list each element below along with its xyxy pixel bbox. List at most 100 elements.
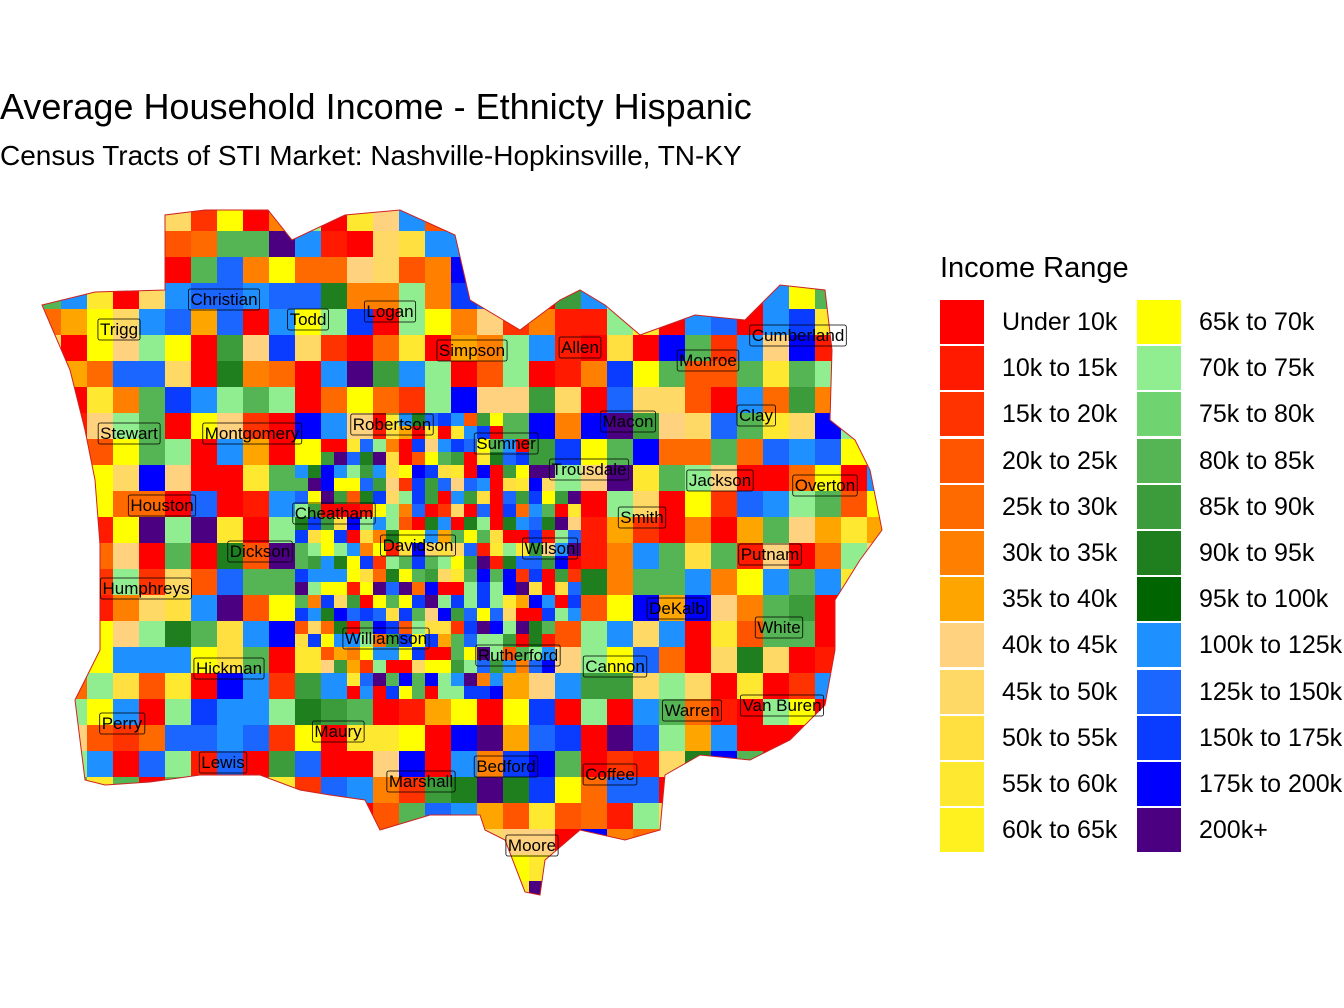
tract [503,257,530,284]
tract [165,491,192,518]
tract [191,751,218,778]
tract [165,725,192,752]
tract [516,491,530,505]
tract [87,855,114,882]
tract [217,829,244,856]
tract [308,465,322,479]
tract [815,231,842,258]
tract [763,543,790,570]
tract [516,621,530,635]
tract [113,413,140,440]
tract [386,569,400,583]
tract [139,725,166,752]
tract [438,517,452,531]
legend-swatch [940,300,984,344]
tract [581,439,608,466]
tract [425,478,439,492]
legend-label: 70k to 75k [1199,354,1315,383]
tract [464,686,478,700]
tract [334,543,348,557]
tract [399,855,426,882]
tract [61,621,88,648]
tract [789,210,816,232]
county-label-text: Bedford [476,757,536,776]
market-outline [41,209,883,896]
tract [165,855,192,882]
tract [42,491,62,518]
legend-label: 150k to 175k [1199,723,1343,752]
tract [490,413,504,427]
tract [347,452,361,466]
tract [529,608,543,622]
tract [659,309,686,336]
tract [217,569,244,596]
tract [373,283,400,310]
tract [607,569,634,596]
tract [269,751,296,778]
tract [633,439,660,466]
tract [503,452,517,466]
tract [42,881,62,895]
tract [477,543,491,557]
tract [555,283,582,310]
tract [815,543,842,570]
tract [61,543,88,570]
tract [412,439,426,453]
tract [711,387,738,414]
tract [321,608,335,622]
tract [841,517,868,544]
tract [841,881,868,895]
tract [503,595,517,609]
tract [386,426,400,440]
tract [815,257,842,284]
tract [243,699,270,726]
tract [412,478,426,492]
tract [399,595,413,609]
county-label-box [505,834,559,857]
tract [347,231,374,258]
tract [295,647,322,674]
tract [334,452,348,466]
tract [568,504,582,518]
map-subtitle: Census Tracts of STI Market: Nashville-H… [0,140,742,171]
tract [399,556,413,570]
tract [737,543,764,570]
tract [867,210,882,232]
tract [347,530,361,544]
tract [555,517,569,531]
tract [373,504,387,518]
tract [347,829,374,856]
tract [867,829,882,856]
tract [815,283,842,310]
tract [503,569,517,583]
tract [269,673,296,700]
tract [399,517,413,531]
tract [685,621,712,648]
tract [412,413,426,427]
tract [191,673,218,700]
tract [789,803,816,830]
tract [815,647,842,674]
tract [737,387,764,414]
tract [295,621,309,635]
tract [269,231,296,258]
tract [529,413,556,440]
tract [503,647,517,661]
tract [581,210,608,232]
tract [529,829,556,856]
tract [633,543,660,570]
tract [165,699,192,726]
county-label-text: White [757,618,800,637]
tract [737,361,764,388]
county-label-text: Van Buren [742,696,821,715]
legend-label: 200k+ [1199,816,1268,845]
tract [334,647,348,661]
tract [477,881,504,895]
tract [347,465,361,479]
tract [815,361,842,388]
tract [451,725,478,752]
tract [737,283,764,310]
tract [685,777,712,804]
tract [269,309,296,336]
tract [477,335,504,362]
